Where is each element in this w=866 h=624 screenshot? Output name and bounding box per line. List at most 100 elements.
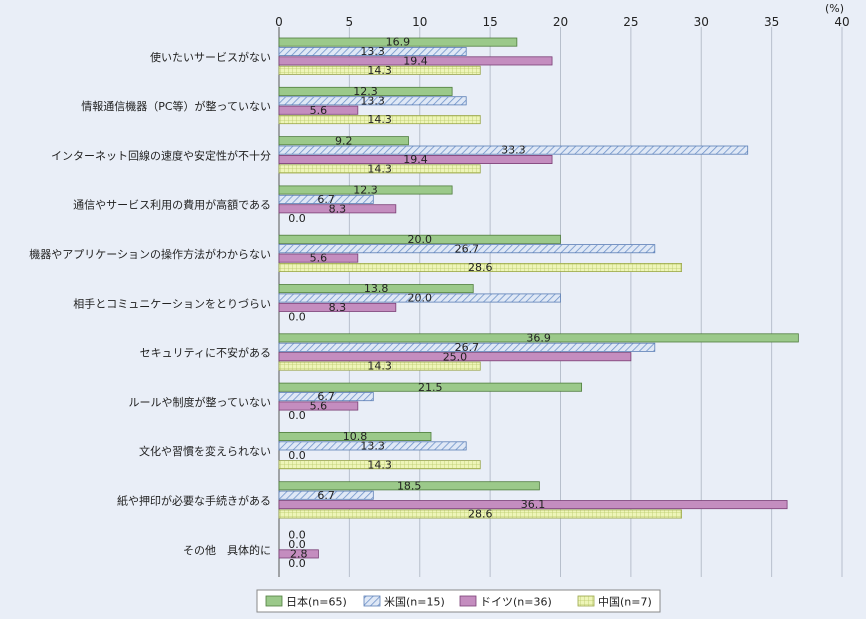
bar [278,284,474,294]
bar [278,56,553,66]
data-label: 12.3 [353,85,378,98]
data-label: 13.8 [364,282,389,295]
x-tick-label: 25 [623,15,638,29]
data-label: 8.3 [329,202,347,215]
data-label: 19.4 [403,55,428,68]
data-label: 19.4 [403,153,428,166]
data-label: 0.0 [288,557,306,570]
x-tick-label: 40 [834,15,849,29]
data-label: 14.3 [367,163,392,176]
data-label: 14.3 [367,64,392,77]
data-label: 0.0 [288,529,306,542]
category-label: その他 具体的に [183,543,271,557]
data-label: 20.0 [408,292,433,305]
bar [278,115,481,125]
bar [278,460,481,470]
data-label: 14.3 [367,458,392,471]
data-label: 6.7 [317,390,335,403]
bar [278,136,409,146]
data-label: 5.6 [310,104,328,117]
category-label: ルールや制度が整っていない [129,395,271,409]
legend-swatch [265,595,283,607]
x-tick-label: 0 [275,15,283,29]
category-label: セキュリティに不安がある [140,346,271,360]
data-label: 36.9 [526,332,551,345]
bar [278,352,632,362]
data-label: 10.8 [343,430,368,443]
legend-swatch [363,595,381,607]
bar [278,96,467,106]
legend-swatch [577,595,595,607]
bar [278,244,656,254]
category-label: 紙や押印が必要な手続きがある [117,494,271,508]
bar [278,441,467,451]
bar [278,185,453,195]
data-label: 18.5 [397,479,422,492]
bar [278,86,453,96]
data-label: 33.3 [501,144,526,157]
bar [278,262,682,272]
data-label: 13.3 [360,440,385,453]
data-label: 0.0 [288,538,306,551]
category-label: 情報通信機器（PC等）が整っていない [81,99,271,113]
data-label: 0.0 [288,212,306,225]
bar [278,154,553,164]
bar [278,361,481,371]
bar [278,490,374,500]
category-label: 通信やサービス利用の費用が高額である [73,198,271,212]
bar [278,392,374,402]
bar [278,164,481,174]
bar [278,293,561,303]
legend-label: 米国(n=15) [384,596,445,609]
data-label: 14.3 [367,113,392,126]
data-label: 36.1 [521,498,546,511]
bar [278,382,583,392]
legend-box [256,589,661,613]
x-tick-label: 5 [346,15,354,29]
bar [278,204,397,214]
unit-label: (%) [825,2,844,15]
bar [278,253,359,263]
data-label: 13.3 [360,45,385,58]
category-label: 文化や習慣を変えられない [139,444,271,458]
bar [278,481,540,491]
bar [278,145,749,155]
data-label: 28.6 [468,508,493,521]
data-label: 0.0 [288,449,306,462]
data-label: 6.7 [317,489,335,502]
bar [278,500,788,510]
data-label: 13.3 [360,94,385,107]
legend-swatch [459,595,477,607]
bar [278,234,561,244]
bar [278,431,432,441]
bar [278,342,656,352]
data-label: 0.0 [288,310,306,323]
data-label: 20.0 [408,233,433,246]
data-label: 2.8 [290,548,308,561]
bar [278,509,682,519]
x-tick-label: 10 [412,15,427,29]
x-tick-label: 35 [764,15,779,29]
bar [278,65,481,75]
data-label: 9.2 [335,134,353,147]
legend-label: ドイツ(n=36) [480,596,552,609]
data-label: 12.3 [353,184,378,197]
category-label: インターネット回線の速度や安定性が不十分 [51,148,271,162]
data-label: 16.9 [386,36,411,49]
bar [278,194,374,204]
x-tick-label: 20 [553,15,568,29]
bar [278,37,518,47]
category-label: 使いたいサービスがない [150,50,271,64]
legend-label: 中国(n=7) [598,596,652,609]
data-label: 14.3 [367,360,392,373]
data-label: 28.6 [468,261,493,274]
bar [278,333,799,343]
category-label: 機器やアプリケーションの操作方法がわからない [29,247,271,261]
bar [278,47,467,57]
data-label: 26.7 [455,341,480,354]
data-label: 21.5 [418,381,443,394]
bar [278,401,359,411]
data-label: 25.0 [443,350,468,363]
data-label: 5.6 [310,252,328,265]
